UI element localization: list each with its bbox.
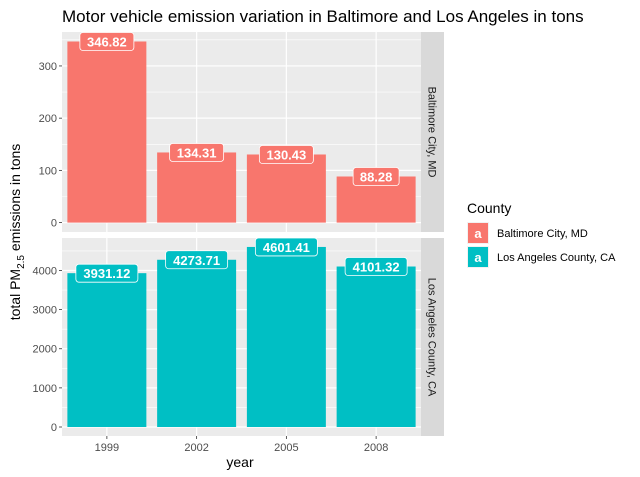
y-tick-label: 1000 xyxy=(33,383,57,395)
legend-item: a Los Angeles County, CA xyxy=(467,246,616,268)
x-axis-title: year xyxy=(226,454,254,470)
y-tick-label: 2000 xyxy=(33,344,57,356)
bar xyxy=(336,266,416,427)
x-tick-label: 2002 xyxy=(184,442,208,454)
y-tick-label: 0 xyxy=(51,218,57,230)
x-tick-label: 1999 xyxy=(95,442,119,454)
legend-key-glyph: a xyxy=(474,250,482,265)
y-axis-title-rest: emissions in tons xyxy=(7,144,23,255)
y-tick-label: 200 xyxy=(39,113,57,125)
data-label: 88.28 xyxy=(360,170,393,185)
bar xyxy=(246,246,326,427)
legend: County a Baltimore City, MD a Los Angeles C… xyxy=(467,200,616,268)
data-label: 3931.12 xyxy=(83,266,130,281)
facet-strip-label: Los Angeles County, CA xyxy=(426,278,438,397)
y-tick-label: 0 xyxy=(51,422,57,434)
y-axis-title-subscript: 2.5 xyxy=(16,255,27,269)
legend-title: County xyxy=(467,200,511,216)
data-label-box xyxy=(254,237,318,257)
facet-panel: 0 1000 2000 3000 4000 3931.12 4273.71 4601.41 41… xyxy=(33,237,444,436)
facet-panels: 0 100 200 300 346.82 134.31 130.43 88.28 Baltimo… xyxy=(33,32,444,454)
data-label-box xyxy=(344,257,408,276)
data-label-box xyxy=(165,250,229,270)
y-tick-label: 300 xyxy=(39,61,57,73)
data-label: 4101.32 xyxy=(353,260,400,275)
y-tick-label: 4000 xyxy=(33,265,57,277)
facet-strip-label: Baltimore City, MD xyxy=(426,87,438,178)
chart-title: Motor vehicle emission variation in Balt… xyxy=(62,7,584,26)
data-label: 4601.41 xyxy=(263,240,310,255)
data-label: 130.43 xyxy=(266,147,306,162)
facet-strip xyxy=(421,32,444,232)
facet-panel: 0 100 200 300 346.82 134.31 130.43 88.28 Baltimo… xyxy=(39,32,444,232)
legend-key-swatch xyxy=(468,223,488,243)
data-label-box xyxy=(352,167,400,186)
y-tick-label: 100 xyxy=(39,165,57,177)
bar xyxy=(157,152,237,223)
data-label-box xyxy=(75,263,139,283)
legend-label: Baltimore City, MD xyxy=(497,228,588,240)
data-label-box xyxy=(258,145,314,164)
bar xyxy=(157,259,237,427)
data-label: 4273.71 xyxy=(173,253,220,268)
data-label-box xyxy=(169,143,225,162)
y-tick-label: 3000 xyxy=(33,305,57,317)
bar xyxy=(67,273,147,427)
data-label: 346.82 xyxy=(87,34,127,49)
data-label: 134.31 xyxy=(177,145,217,160)
facet-strip xyxy=(421,238,444,436)
data-label-box xyxy=(79,32,135,51)
legend-key-swatch xyxy=(468,247,488,267)
legend-item: a Baltimore City, MD xyxy=(467,222,588,244)
y-axis-title-main: total PM xyxy=(7,269,23,320)
legend-label: Los Angeles County, CA xyxy=(497,252,616,264)
bar xyxy=(246,154,326,223)
legend-key-glyph: a xyxy=(474,226,482,241)
y-axis-title: total PM2.5 emissions in tons xyxy=(7,144,27,321)
x-tick-label: 2008 xyxy=(364,442,388,454)
x-tick-label: 2005 xyxy=(274,442,298,454)
bar xyxy=(67,41,147,223)
